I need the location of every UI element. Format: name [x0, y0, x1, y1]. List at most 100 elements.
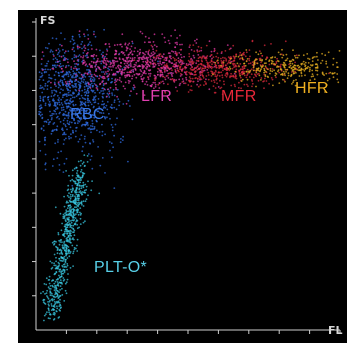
scatter-point — [89, 73, 92, 75]
scatter-point — [47, 303, 50, 306]
scatter-point — [63, 100, 66, 103]
scatter-point — [82, 186, 85, 189]
scatter-point — [129, 94, 131, 97]
scatter-point — [111, 92, 113, 94]
scatter-point — [62, 112, 65, 115]
scatter-point — [219, 66, 222, 69]
scatter-point — [48, 42, 50, 45]
scatter-point — [213, 79, 215, 82]
scatter-point — [56, 94, 59, 97]
scatter-point — [76, 244, 78, 247]
scatter-point — [75, 89, 78, 92]
scatter-point — [174, 46, 177, 48]
scatter-point — [46, 62, 48, 65]
scatter-point — [280, 53, 283, 56]
scatter-point — [228, 69, 231, 72]
scatter-point — [120, 62, 122, 64]
scatter-point — [199, 77, 202, 79]
scatter-point — [91, 66, 94, 69]
scatter-point — [104, 66, 107, 69]
scatter-point — [269, 57, 272, 59]
scatter-point — [66, 221, 69, 224]
scatter-point — [126, 71, 129, 74]
scatter-point — [80, 116, 82, 119]
scatter-point — [148, 49, 151, 52]
scatter-point — [131, 118, 134, 121]
scatter-point — [89, 83, 92, 86]
scatter-point — [252, 66, 255, 69]
scatter-point — [51, 299, 54, 302]
scatter-point — [72, 265, 74, 267]
scatter-point — [68, 123, 70, 126]
scatter-point — [218, 75, 221, 77]
scatter-point — [90, 55, 93, 57]
scatter-point — [68, 210, 71, 212]
scatter-point — [71, 194, 74, 196]
scatter-point — [78, 68, 80, 70]
scatter-point — [68, 70, 70, 73]
scatter-point — [222, 56, 224, 59]
scatter-point — [147, 78, 150, 80]
scatter-point — [67, 111, 70, 114]
scatter-point — [59, 298, 61, 301]
scatter-point — [120, 80, 123, 83]
scatter-point — [89, 78, 92, 81]
scatter-point — [274, 74, 277, 77]
scatter-point — [163, 71, 166, 73]
scatter-point — [39, 87, 41, 90]
scatter-point — [60, 229, 63, 232]
scatter-point — [252, 64, 255, 67]
scatter-point — [173, 79, 175, 82]
scatter-point — [113, 187, 116, 190]
scatter-point — [105, 57, 108, 60]
scatter-point — [53, 74, 56, 77]
scatter-point — [97, 98, 100, 100]
scatter-point — [63, 244, 66, 246]
scatter-point — [74, 103, 77, 106]
scatter-point — [189, 73, 192, 76]
scatter-point — [261, 55, 264, 57]
scatter-point — [75, 189, 77, 192]
scatter-point — [77, 80, 80, 83]
scatter-point — [74, 110, 77, 112]
scatter-point — [94, 91, 96, 94]
scatter-point — [47, 60, 50, 63]
scatter-point — [73, 229, 76, 232]
scatter-point — [335, 61, 338, 64]
scatter-point — [115, 60, 117, 63]
scatter-point — [46, 296, 49, 299]
scatter-point — [42, 125, 45, 127]
scatter-point — [141, 80, 144, 83]
scatter-point — [48, 76, 50, 79]
scatter-point — [227, 68, 230, 70]
scatter-point — [86, 54, 88, 57]
scatter-point — [79, 100, 82, 103]
scatter-point — [116, 95, 118, 98]
scatter-point — [83, 33, 85, 36]
scatter-point — [93, 116, 96, 119]
scatter-point — [91, 167, 94, 170]
scatter-point — [58, 164, 61, 166]
scatter-point — [133, 59, 136, 61]
scatter-point — [205, 82, 207, 84]
scatter-point — [61, 96, 64, 99]
scatter-point — [60, 271, 62, 274]
scatter-point — [72, 43, 75, 46]
scatter-point — [307, 57, 309, 60]
scatter-point — [214, 69, 217, 72]
scatter-point — [302, 60, 305, 63]
scatter-point — [270, 59, 273, 62]
scatter-point — [106, 88, 109, 91]
scatter-point — [105, 71, 107, 73]
scatter-point — [98, 107, 101, 110]
scatter-point — [64, 81, 67, 83]
scatter-point — [103, 75, 105, 78]
scatter-point — [233, 72, 236, 75]
scatter-point — [210, 54, 213, 56]
scatter-point — [176, 90, 179, 92]
scatter-point — [78, 81, 81, 84]
scatter-point — [91, 78, 94, 81]
scatter-point — [303, 63, 306, 65]
scatter-point — [63, 56, 66, 59]
scatter-point — [70, 234, 73, 237]
